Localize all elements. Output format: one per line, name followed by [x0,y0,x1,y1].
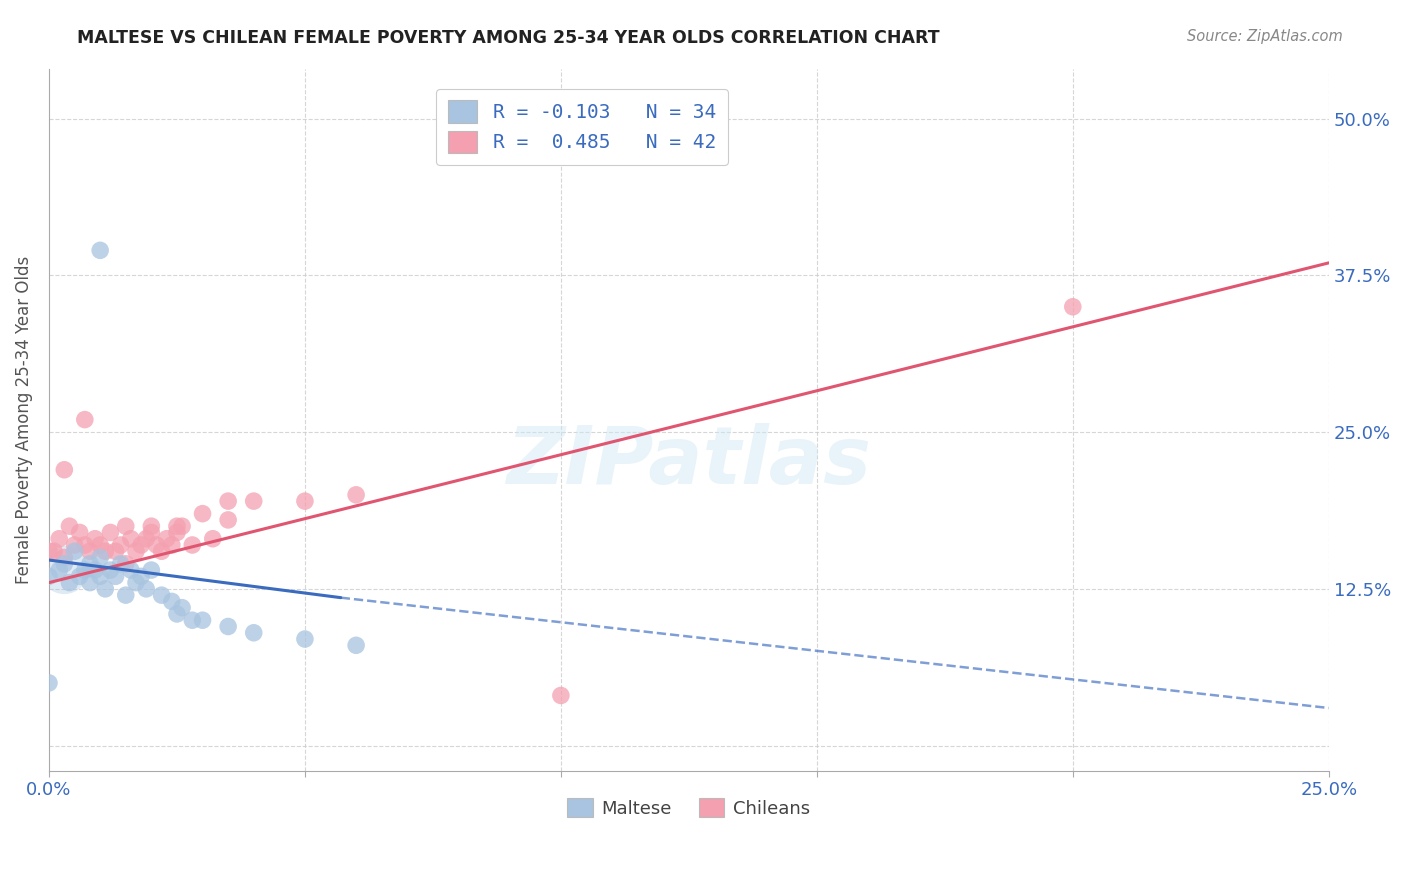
Point [89,538,111,552]
Point [125,544,148,558]
Text: Source: ZipAtlas.com: Source: ZipAtlas.com [1187,29,1343,44]
Point [79,575,101,590]
Point [89,244,111,258]
Point [294,632,316,646]
Point [53,550,76,565]
Point [73,538,96,552]
Point [114,557,136,571]
Point [217,513,239,527]
Point [120,532,142,546]
Point [73,563,96,577]
Point [114,519,136,533]
Point [42,544,65,558]
Point [160,538,183,552]
Point [69,525,91,540]
Point [242,625,264,640]
Point [38,544,60,558]
Point [150,544,173,558]
Point [344,488,367,502]
Point [100,525,122,540]
Point [141,563,163,577]
Point [69,569,91,583]
Point [170,600,193,615]
Point [217,619,239,633]
Point [129,569,152,583]
Text: ZIPatlas: ZIPatlas [506,423,872,500]
Point [166,525,188,540]
Point [217,494,239,508]
Point [120,563,142,577]
Point [58,575,80,590]
Y-axis label: Female Poverty Among 25-34 Year Olds: Female Poverty Among 25-34 Year Olds [15,255,32,583]
Point [89,550,111,565]
Point [191,613,214,627]
Text: MALTESE VS CHILEAN FEMALE POVERTY AMONG 25-34 YEAR OLDS CORRELATION CHART: MALTESE VS CHILEAN FEMALE POVERTY AMONG … [77,29,941,46]
Point [242,494,264,508]
Point [181,613,204,627]
Point [53,563,76,577]
Point [94,544,117,558]
Point [38,569,60,583]
Point [89,569,111,583]
Point [48,532,70,546]
Point [141,525,163,540]
Point [53,463,76,477]
Point [84,563,107,577]
Point [58,519,80,533]
Point [114,588,136,602]
Point [110,538,132,552]
Point [63,538,86,552]
Point [160,594,183,608]
Point [125,575,148,590]
Point [104,569,127,583]
Point [170,519,193,533]
Point [166,519,188,533]
Point [145,538,167,552]
Point [344,638,367,652]
Point [294,494,316,508]
Point [84,532,107,546]
Point [1062,300,1084,314]
Point [48,563,70,577]
Point [191,507,214,521]
Point [201,532,224,546]
Point [104,544,127,558]
Legend: Maltese, Chileans: Maltese, Chileans [560,791,818,825]
Point [550,689,572,703]
Point [94,582,117,596]
Point [181,538,204,552]
Point [135,532,157,546]
Point [166,607,188,621]
Point [150,588,173,602]
Point [79,544,101,558]
Point [110,557,132,571]
Point [135,582,157,596]
Point [53,557,76,571]
Point [129,538,152,552]
Point [141,519,163,533]
Point [38,676,60,690]
Point [79,557,101,571]
Point [73,412,96,426]
Point [156,532,179,546]
Point [63,544,86,558]
Point [100,563,122,577]
